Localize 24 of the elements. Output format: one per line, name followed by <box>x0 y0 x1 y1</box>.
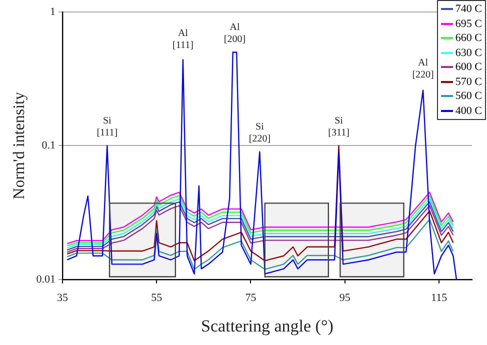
x-axis-title: Scattering angle (°) <box>201 316 334 336</box>
x-tick-label: 55 <box>151 292 163 304</box>
annotation: Si [311] <box>328 115 350 138</box>
annotation: Al [111] <box>172 28 194 51</box>
annotation: Si [220] <box>248 121 271 144</box>
legend-label: 400 C <box>455 104 482 118</box>
annotation: Al [200] <box>224 22 246 45</box>
legend-label: 570 C <box>455 74 482 89</box>
legend-label: 630 C <box>455 46 482 60</box>
legend-label: 600 C <box>455 60 482 74</box>
x-tick-label: 75 <box>245 292 257 304</box>
annotation: Si [111] <box>96 115 118 138</box>
legend-label: 560 C <box>455 89 482 104</box>
y-axis-title: Norm'd intensity <box>10 92 28 200</box>
y-tick-label: 1 <box>50 6 56 18</box>
legend-label: 660 C <box>455 31 482 46</box>
legend-label: 695 C <box>455 16 482 31</box>
x-tick-label: 115 <box>431 292 448 304</box>
y-tick-label: 0.1 <box>42 140 56 152</box>
annotation: Al [220] <box>412 58 434 81</box>
x-tick-label: 35 <box>56 292 68 304</box>
y-tick-label: 0.01 <box>36 273 56 286</box>
x-tick-label: 95 <box>339 292 351 304</box>
legend-label: 740 C <box>455 2 482 16</box>
